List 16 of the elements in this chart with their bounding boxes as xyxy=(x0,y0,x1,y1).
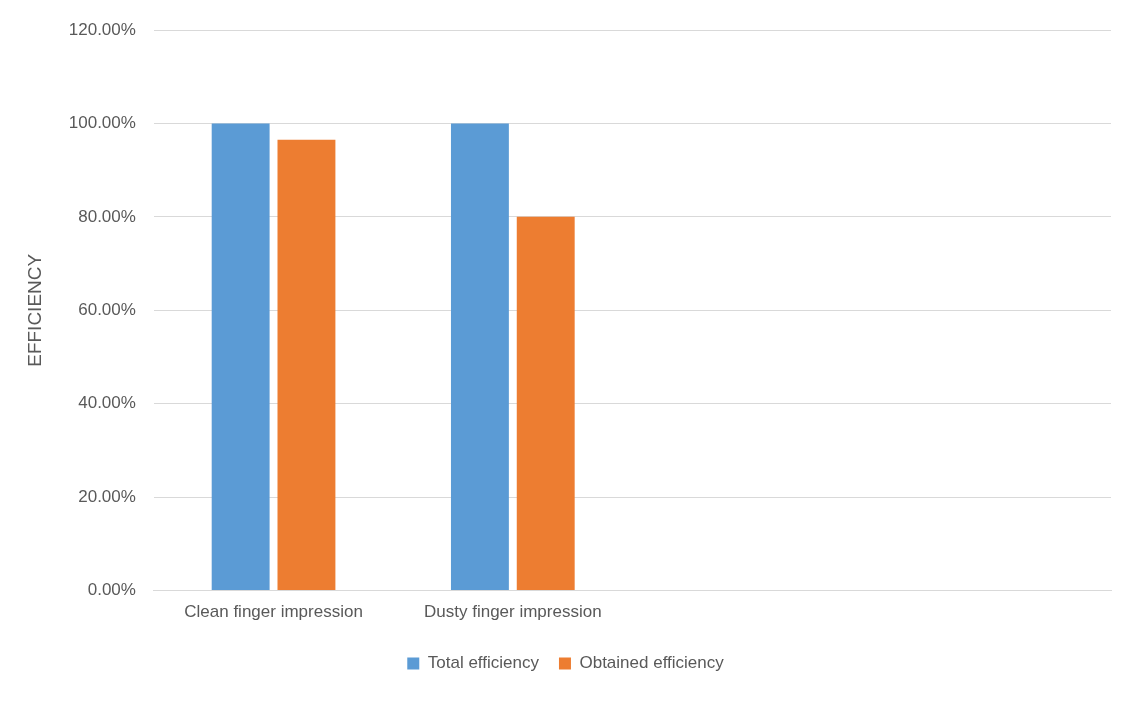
bar xyxy=(211,123,270,591)
y-tick-label: 80.00% xyxy=(78,206,136,226)
y-tick-label: 60.00% xyxy=(78,299,136,319)
legend-label: Obtained efficiency xyxy=(579,653,725,673)
x-tick-label: Dusty finger impression xyxy=(424,602,602,622)
y-tick-label: 100.00% xyxy=(68,113,136,133)
y-tick-label: 120.00% xyxy=(68,19,136,39)
bar xyxy=(450,123,509,591)
y-tick-label: 40.00% xyxy=(78,393,136,413)
legend-label: Total efficiency xyxy=(427,653,540,673)
bar xyxy=(516,216,575,591)
y-tick-label: 20.00% xyxy=(78,486,136,506)
x-tick-label: Clean finger impression xyxy=(184,602,363,622)
y-tick-label: 0.00% xyxy=(87,580,136,600)
y-axis-title: EFFICIENCY xyxy=(23,253,45,367)
bar xyxy=(277,139,336,591)
